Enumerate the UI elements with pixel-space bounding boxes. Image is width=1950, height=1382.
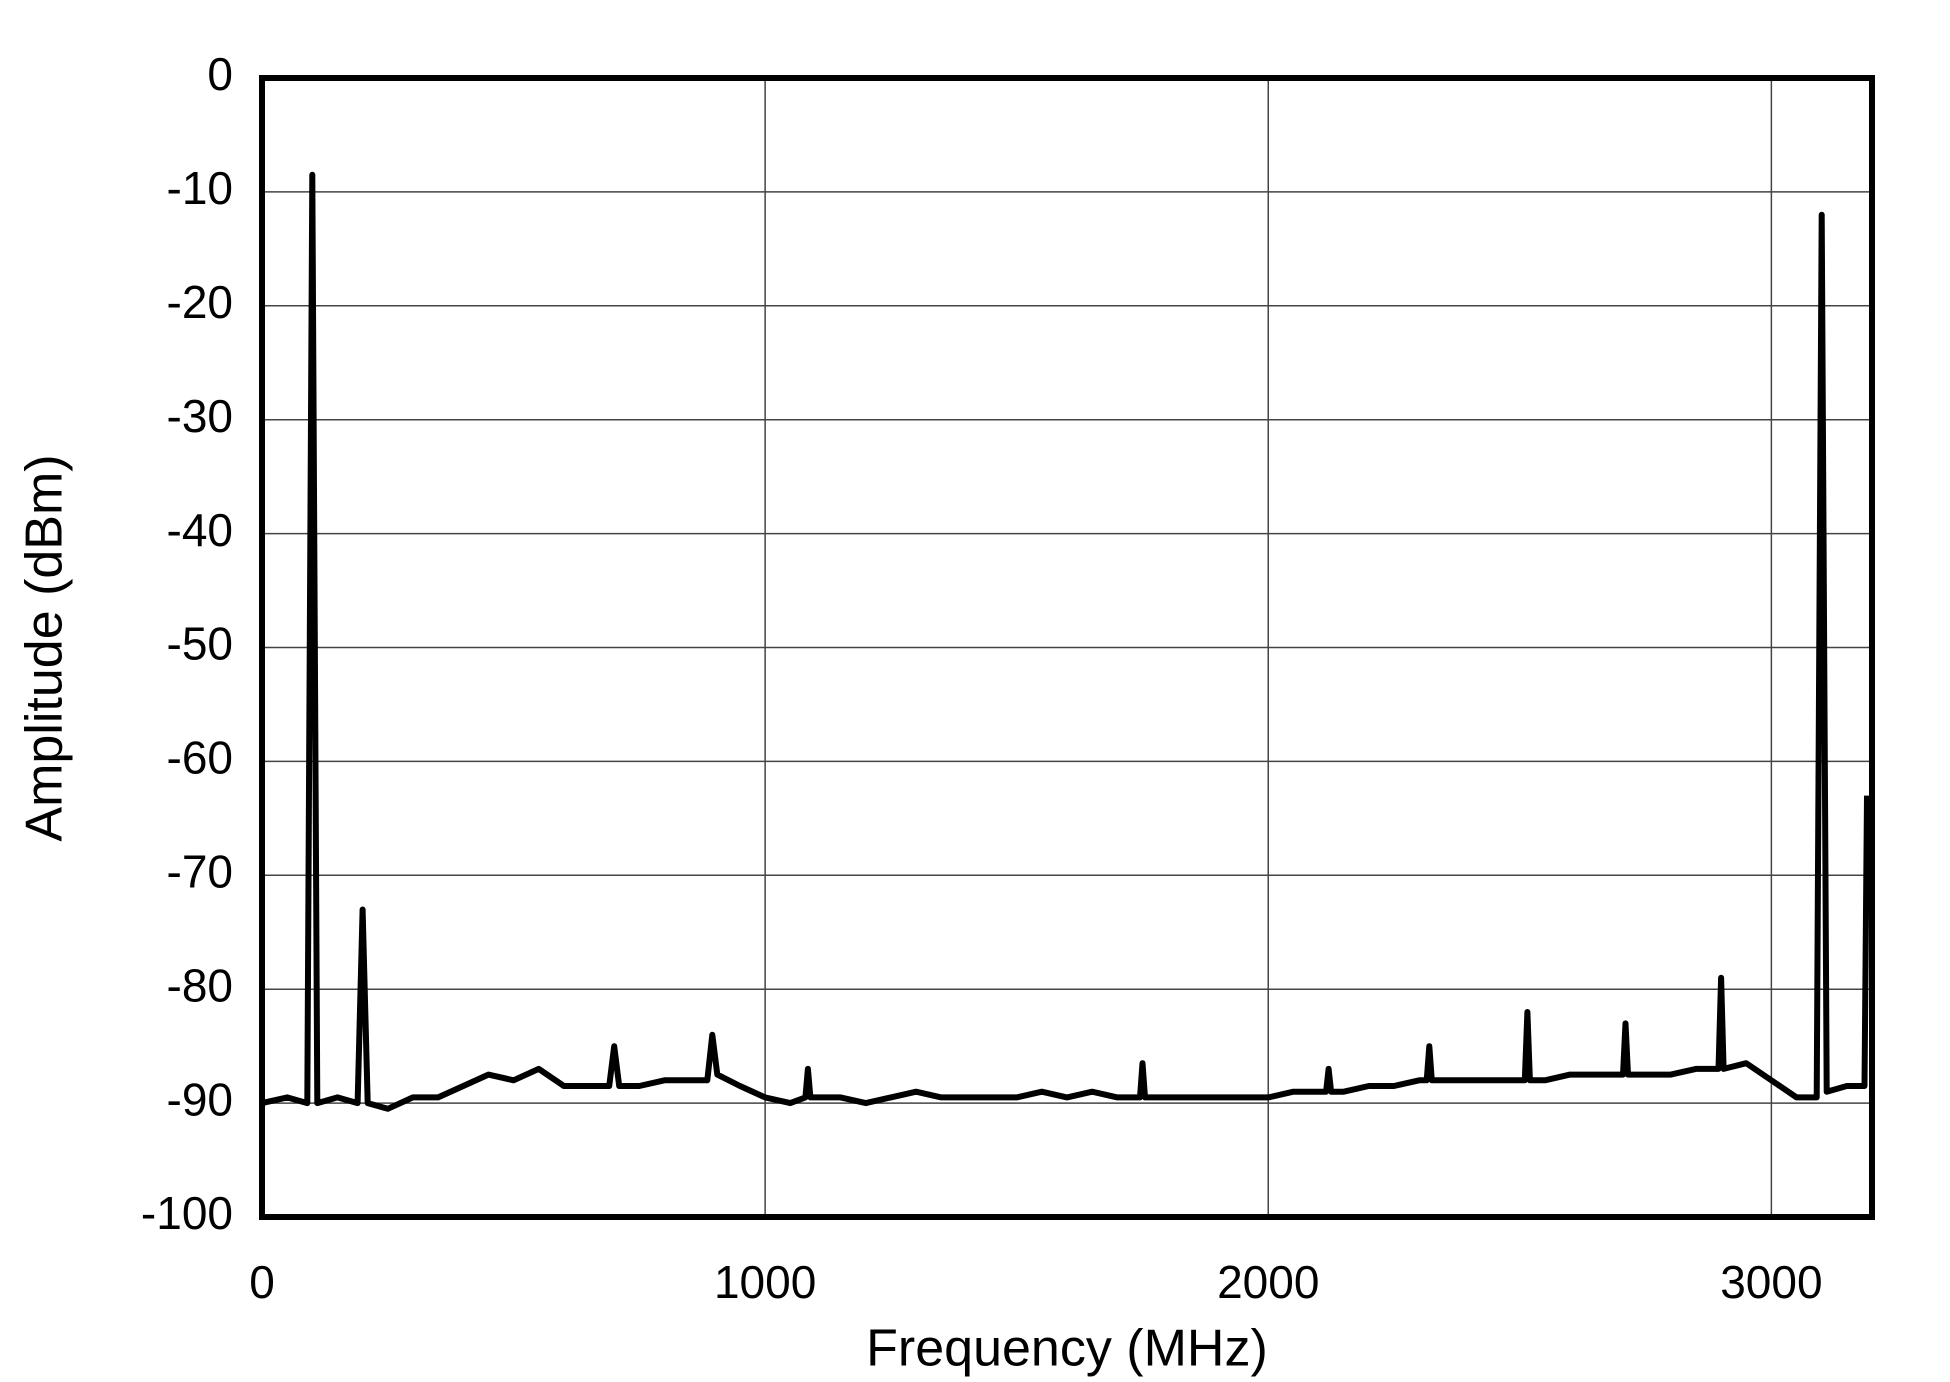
y-tick-label: -70 [167, 845, 233, 897]
x-tick-label: 3000 [1720, 1256, 1822, 1308]
y-tick-label: 0 [207, 48, 233, 100]
spectrum-line [261, 171, 1870, 1112]
x-axis-label: Frequency (MHz) [866, 1320, 1268, 1378]
y-tick-label: -60 [167, 732, 233, 784]
y-axis-label: Amplitude (dBm) [16, 454, 74, 841]
x-tick-label: 0 [249, 1256, 275, 1308]
y-tick-label: -90 [167, 1073, 233, 1125]
y-tick-label: -50 [167, 618, 233, 670]
y-tick-label: -100 [141, 1187, 233, 1239]
y-tick-label: -10 [167, 162, 233, 214]
x-tick-label: 1000 [714, 1256, 816, 1308]
y-tick-label: -20 [167, 276, 233, 328]
y-tick-label: -30 [167, 390, 233, 442]
y-tick-label: -80 [167, 959, 233, 1011]
x-tick-label: 2000 [1217, 1256, 1319, 1308]
y-tick-label: -40 [167, 504, 233, 556]
plot-frame [259, 75, 1875, 1220]
